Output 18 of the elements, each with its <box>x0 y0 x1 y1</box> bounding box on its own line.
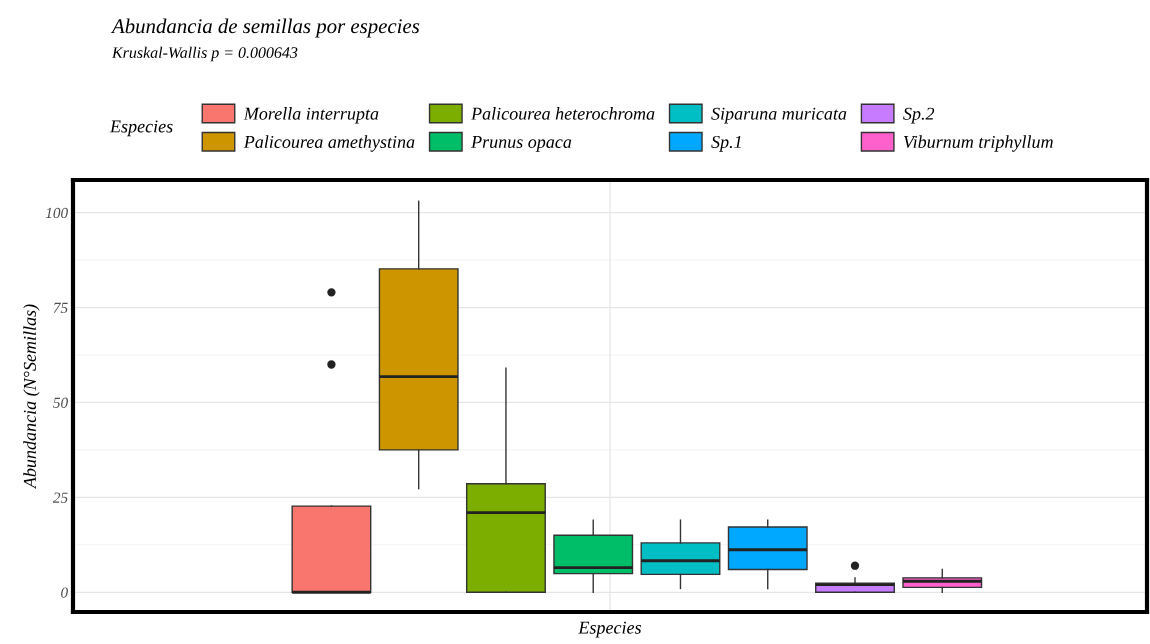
legend-label: Siparuna muricata <box>711 107 847 124</box>
y-tick-label: 50 <box>53 397 68 408</box>
y-tick-label: 75 <box>53 302 68 313</box>
chart-subtitle: Kruskal-Wallis p = 0.000643 <box>111 46 298 62</box>
y-axis-title: Abundancia (N°Semillas) <box>23 304 40 490</box>
y-tick-label: 25 <box>52 492 68 503</box>
legend-label: Palicourea amethystina <box>243 135 415 152</box>
legend-label: Morella interrupta <box>243 107 379 124</box>
y-tick-label: 0 <box>61 587 68 598</box>
chart-title: Abundancia de semillas por especies <box>110 18 420 38</box>
legend-label: Viburnum triphyllum <box>903 135 1053 152</box>
legend-label: Palicourea heterochroma <box>470 107 655 120</box>
legend-label: Prunus opaca <box>470 136 572 152</box>
y-tick-label: 100 <box>45 207 68 219</box>
legend-title: Especies <box>109 120 173 137</box>
legend-label: Sp.2 <box>903 107 935 124</box>
x-axis-title: Especies <box>578 621 642 638</box>
legend-label: Sp.1 <box>711 135 741 152</box>
